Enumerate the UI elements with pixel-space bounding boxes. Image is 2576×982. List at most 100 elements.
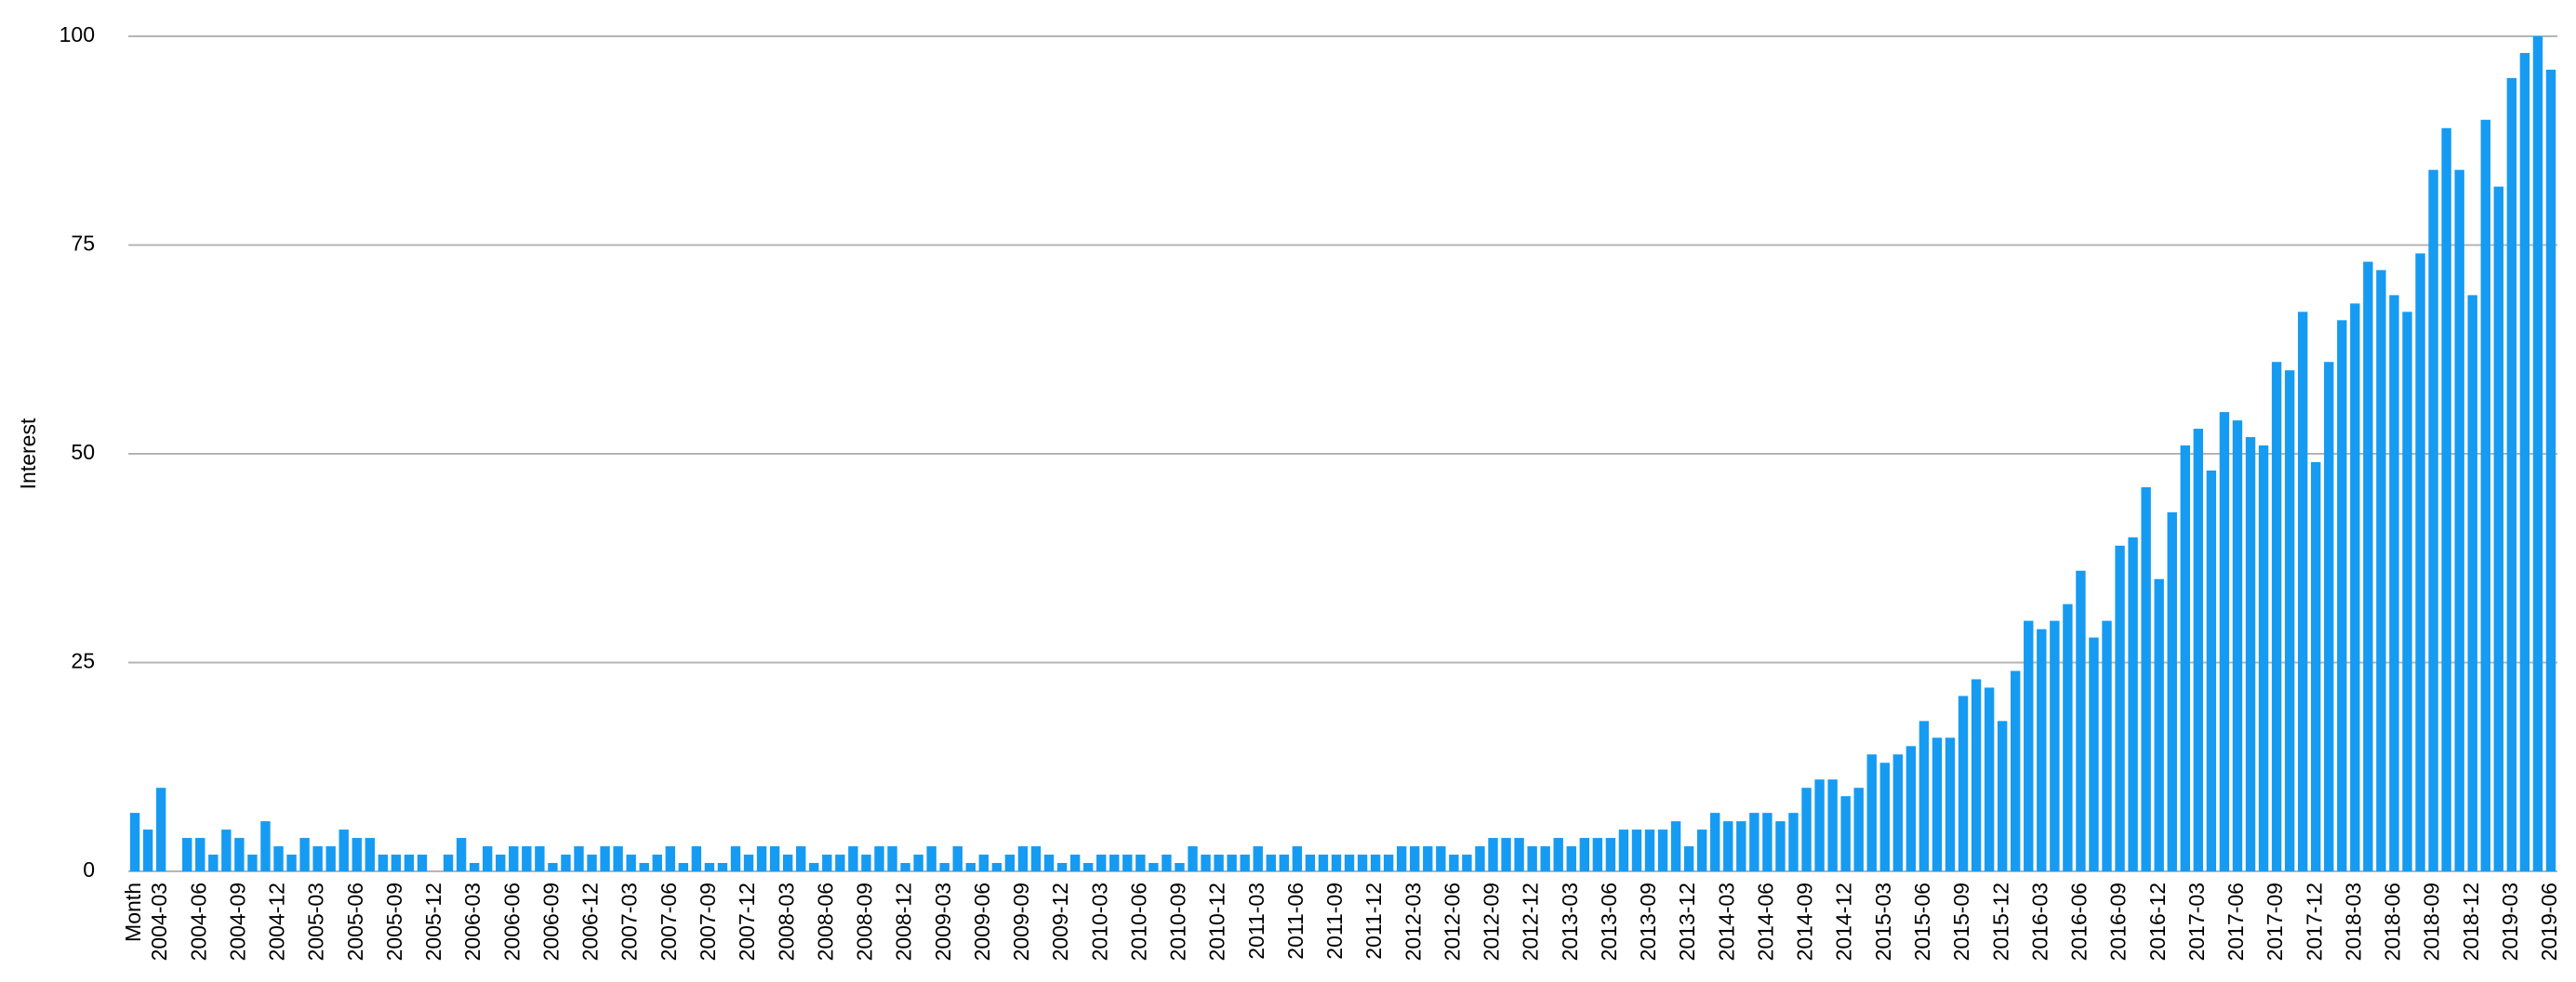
x-tick-label: 2006-12 [578,882,603,961]
bar [1175,863,1185,871]
x-tick-label: 2011-12 [1361,882,1386,960]
bar [299,838,310,871]
bar [952,846,963,871]
bar [509,846,519,871]
bar [743,855,754,871]
bar [1188,846,1198,871]
bar [1540,846,1550,871]
bar [496,855,506,871]
x-tick-label: 2014-03 [1714,882,1738,961]
bar [939,863,949,871]
x-tick-label: 2004-09 [225,882,249,961]
bar [1344,855,1355,871]
bar [874,846,884,871]
bar [652,855,662,871]
bar [1279,855,1290,871]
bar [352,838,362,871]
x-tick-label: 2010-12 [1205,882,1229,961]
bar [2454,169,2464,871]
bar [2154,578,2164,871]
bar [2363,261,2373,872]
bar [2493,186,2504,871]
x-tick-label: 2017-03 [2184,882,2209,961]
bar [1749,813,1759,871]
bar [1644,829,1655,871]
bar [2297,312,2308,872]
x-tick-label: 2009-09 [1009,882,1033,961]
bar [247,855,258,871]
bar [1710,813,1720,871]
bar [913,855,923,871]
bar [1657,829,1668,871]
bar [835,855,845,871]
x-tick-label: 2004-12 [265,882,289,961]
bar [1840,796,1851,871]
bar [1736,821,1746,871]
y-tick-label: 0 [83,857,95,882]
bar [1723,821,1733,871]
bar [2284,370,2295,871]
bar [234,838,245,871]
bar [796,846,806,871]
x-tick-label: 2008-12 [892,882,916,961]
bar [639,863,649,871]
bar [2011,670,2021,871]
bar [2532,36,2543,871]
bar [2545,69,2556,872]
bar [2376,270,2386,871]
x-tick-label: 2018-09 [2420,882,2444,961]
bar [391,855,402,871]
x-tick-label: 2013-03 [1558,882,1582,961]
bar [1436,846,1446,871]
bar [1214,855,1224,871]
x-tick-label: 2009-03 [931,882,955,961]
bar [1109,855,1120,871]
bar [1866,754,1877,871]
bar [1331,855,1342,871]
bar [2141,486,2151,871]
x-tick-label: 2012-09 [1480,882,1504,961]
bar [2271,362,2282,872]
bar [756,846,767,871]
x-tick-label: 2009-06 [970,882,994,961]
y-axis-label: Interest [16,418,40,489]
bar [600,846,610,871]
bar [208,855,219,871]
x-tick-label: 2016-03 [2027,882,2052,961]
bar [155,788,166,871]
bar [2050,620,2060,871]
bar [1305,855,1316,871]
bar [2128,537,2138,871]
bar [2415,253,2425,872]
y-tick-label: 75 [71,232,95,256]
bar [221,829,232,871]
x-tick-label: 2010-09 [1166,882,1190,961]
x-tick-label: 2011-06 [1283,882,1308,960]
bar [730,846,741,871]
bar [1696,829,1707,871]
x-tick-label: 2014-06 [1753,882,1777,961]
x-tick-label: 2009-12 [1048,882,1072,961]
bar [991,863,1003,871]
bar [1762,813,1773,871]
bar [273,846,284,871]
bar [1357,855,1368,871]
bar [1227,855,1237,871]
bar [2311,461,2321,871]
bar [1449,855,1459,871]
bar [1670,821,1681,871]
bar [1592,838,1603,871]
bar [469,863,480,871]
bar [1410,846,1420,871]
bar [1056,863,1068,871]
bar [704,863,715,871]
bar [260,821,271,871]
bar [1945,737,1956,871]
bar [691,846,702,871]
x-tick-label: 2007-06 [657,882,681,961]
bar [1984,687,1995,871]
x-tick-label: 2016-09 [2106,882,2131,961]
x-tick-label: 2018-12 [2459,882,2483,961]
